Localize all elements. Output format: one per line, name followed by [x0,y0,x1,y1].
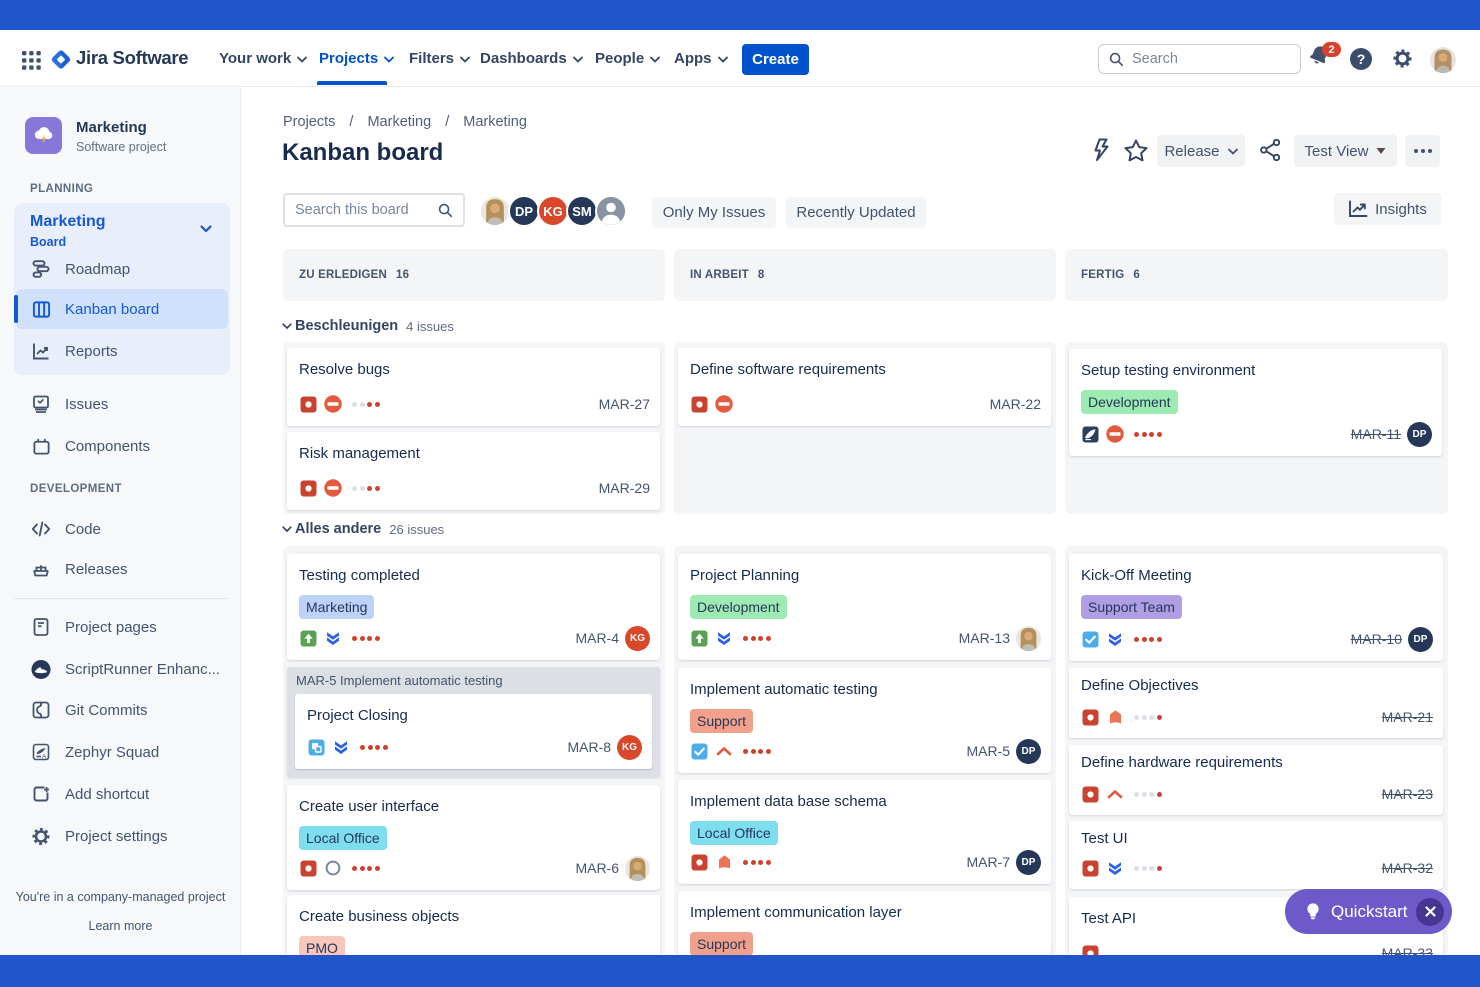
svg-text:A: A [42,753,47,760]
